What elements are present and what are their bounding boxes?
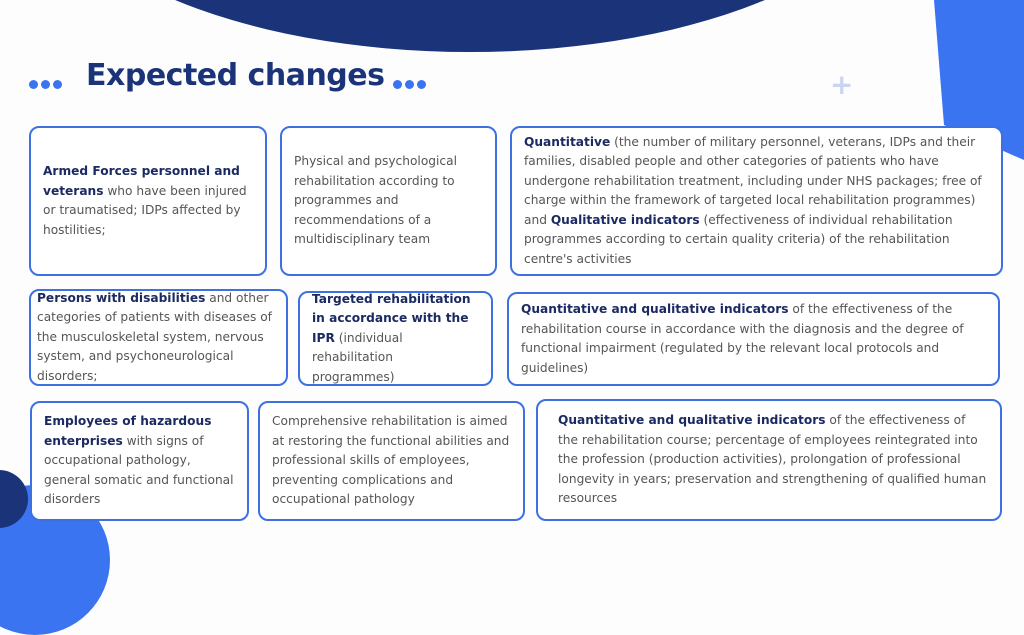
bold-text: Armed Forces personnel and veterans bbox=[43, 164, 240, 198]
bold-text: Employees of hazardous enterprises bbox=[44, 414, 212, 448]
text: (individual rehabilitation programmes) bbox=[312, 330, 403, 384]
indicator-card: Quantitative (the number of military per… bbox=[510, 126, 1003, 276]
method-card: Physical and psychological rehabilitatio… bbox=[280, 126, 497, 276]
target-group-card: Armed Forces personnel and veterans who … bbox=[29, 126, 267, 276]
text: who have been injured or traumatised; ID… bbox=[43, 183, 247, 237]
target-group-card: Employees of hazardous enterprises with … bbox=[30, 401, 249, 521]
text: (the number of military personnel, veter… bbox=[524, 134, 982, 227]
method-card: Comprehensive rehabilitation is aimed at… bbox=[258, 401, 525, 521]
bold-text: Persons with disabilities bbox=[37, 290, 206, 305]
decorative-navy-ellipse bbox=[40, 0, 900, 52]
bold-text: Quantitative and qualitative indicators bbox=[521, 302, 789, 316]
bold-text: Qualitative indicators bbox=[550, 212, 700, 227]
text: of the effectiveness of the rehabilitati… bbox=[558, 413, 987, 506]
text: Physical and psychological rehabilitatio… bbox=[294, 154, 457, 247]
indicator-card: Quantitative and qualitative indicators … bbox=[536, 399, 1002, 521]
bold-text: Quantitative bbox=[524, 134, 611, 149]
plus-icon: + bbox=[830, 68, 854, 101]
bold-text: Quantitative and qualitative indicators bbox=[558, 413, 826, 428]
text: (effectiveness of individual rehabilitat… bbox=[524, 212, 953, 266]
bold-text: Targeted rehabilitation in accordance wi… bbox=[312, 291, 471, 345]
dots-icon bbox=[393, 80, 426, 89]
target-group-card: Persons with disabilities and other cate… bbox=[29, 289, 288, 386]
page-title: Expected changes bbox=[86, 58, 385, 93]
method-card: Targeted rehabilitation in accordance wi… bbox=[298, 291, 493, 386]
text: and other categories of patients with di… bbox=[37, 290, 272, 383]
indicator-card: Quantitative and qualitative indicators … bbox=[507, 292, 1000, 386]
text: Comprehensive rehabilitation is aimed at… bbox=[272, 414, 510, 507]
text: with signs of occupational pathology, ge… bbox=[44, 433, 234, 507]
text: of the effectiveness of the rehabilitati… bbox=[521, 302, 964, 375]
dots-icon bbox=[29, 80, 62, 89]
